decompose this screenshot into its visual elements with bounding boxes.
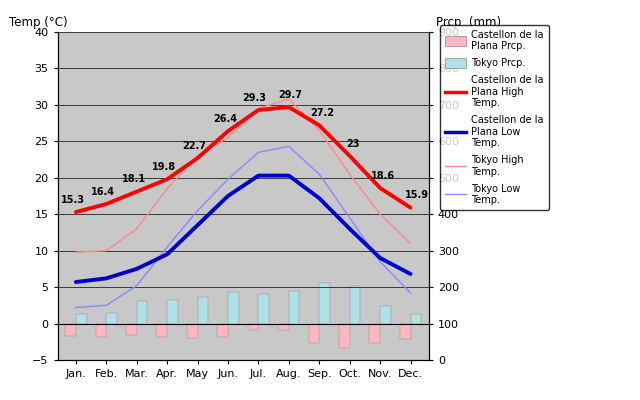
Text: 18.6: 18.6 [371, 171, 396, 181]
Bar [400, 324, 410, 339]
Bar [369, 324, 380, 342]
Text: Temp (°C): Temp (°C) [10, 16, 68, 29]
Bar [187, 324, 198, 338]
Text: 29.7: 29.7 [278, 90, 302, 100]
Text: 26.4: 26.4 [213, 114, 237, 124]
Bar [339, 324, 349, 348]
Text: 15.3: 15.3 [61, 195, 85, 205]
Bar [259, 294, 269, 324]
Bar [308, 324, 319, 342]
Bar [380, 306, 391, 324]
Text: 23: 23 [346, 139, 360, 149]
Bar [248, 324, 259, 330]
Text: 29.3: 29.3 [242, 93, 266, 103]
Text: Prcp. (mm): Prcp. (mm) [436, 16, 501, 29]
Text: 27.2: 27.2 [310, 108, 334, 118]
Legend: Castellon de la
Plana Prcp., Tokyo Prcp., Castellon de la
Plana High
Temp., Cast: Castellon de la Plana Prcp., Tokyo Prcp.… [440, 25, 548, 210]
Bar [126, 324, 137, 335]
Bar [106, 313, 117, 324]
Text: 15.9: 15.9 [404, 190, 429, 200]
Bar [198, 297, 208, 324]
Bar [319, 284, 330, 324]
Bar [76, 314, 86, 324]
Bar [137, 301, 147, 324]
Text: 16.4: 16.4 [92, 187, 115, 197]
Bar [228, 292, 239, 324]
Bar [289, 292, 300, 324]
Bar [157, 324, 167, 337]
Bar [218, 324, 228, 338]
Text: 18.1: 18.1 [122, 174, 146, 184]
Bar [167, 300, 178, 324]
Bar [65, 324, 76, 336]
Bar [410, 314, 421, 324]
Text: 19.8: 19.8 [152, 162, 176, 172]
Bar [349, 286, 360, 324]
Bar [95, 324, 106, 338]
Text: 22.7: 22.7 [182, 141, 207, 151]
Bar [278, 324, 289, 330]
